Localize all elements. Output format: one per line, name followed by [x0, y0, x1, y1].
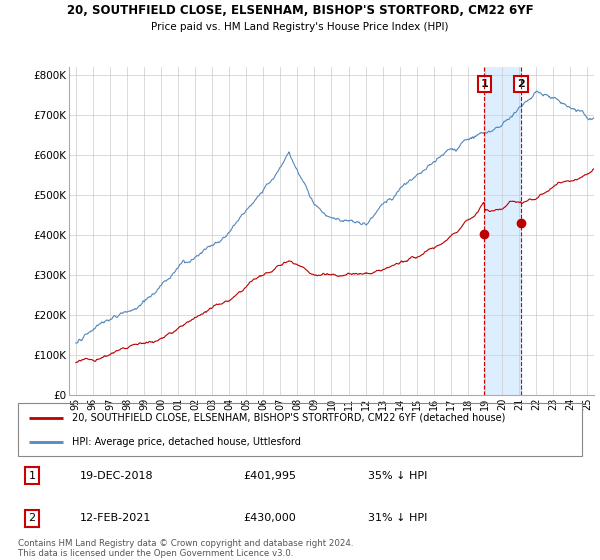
Text: 20, SOUTHFIELD CLOSE, ELSENHAM, BISHOP'S STORTFORD, CM22 6YF (detached house): 20, SOUTHFIELD CLOSE, ELSENHAM, BISHOP'S…: [71, 413, 505, 423]
Text: £430,000: £430,000: [244, 513, 296, 523]
Text: 2: 2: [517, 79, 525, 89]
Text: Price paid vs. HM Land Registry's House Price Index (HPI): Price paid vs. HM Land Registry's House …: [151, 22, 449, 32]
Text: 1: 1: [29, 471, 35, 481]
Text: 2: 2: [29, 513, 35, 523]
Text: 1: 1: [481, 79, 488, 89]
Text: 20, SOUTHFIELD CLOSE, ELSENHAM, BISHOP'S STORTFORD, CM22 6YF: 20, SOUTHFIELD CLOSE, ELSENHAM, BISHOP'S…: [67, 4, 533, 17]
Text: 19-DEC-2018: 19-DEC-2018: [80, 471, 154, 481]
Text: 12-FEB-2021: 12-FEB-2021: [80, 513, 151, 523]
Text: £401,995: £401,995: [244, 471, 296, 481]
Text: 31% ↓ HPI: 31% ↓ HPI: [368, 513, 427, 523]
Text: Contains HM Land Registry data © Crown copyright and database right 2024.
This d: Contains HM Land Registry data © Crown c…: [18, 539, 353, 558]
Bar: [484, 67, 521, 395]
Text: 35% ↓ HPI: 35% ↓ HPI: [368, 471, 427, 481]
Text: HPI: Average price, detached house, Uttlesford: HPI: Average price, detached house, Uttl…: [71, 437, 301, 447]
